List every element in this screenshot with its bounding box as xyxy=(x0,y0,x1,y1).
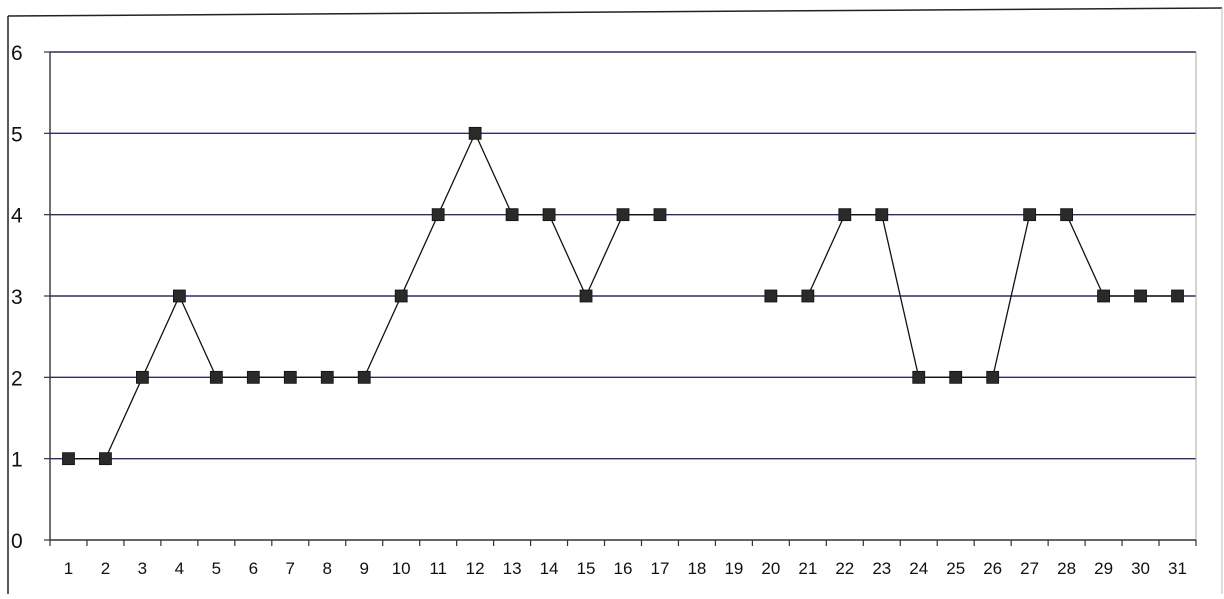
x-tick-label: 22 xyxy=(835,559,854,578)
x-tick-label: 2 xyxy=(101,559,110,578)
data-point-marker xyxy=(357,370,371,384)
x-tick-labels: 1 2 3 4 5 6 7 8 9 10 11 12 13 14 15 16 17 18 19 20 21 22 23 24 2… xyxy=(64,559,1187,578)
y-tick-labels: 0 1 2 3 4 5 6 xyxy=(11,42,23,553)
x-tick-label: 6 xyxy=(249,559,258,578)
chart-border xyxy=(7,7,1223,594)
series-segment xyxy=(881,214,920,378)
data-point-marker xyxy=(1134,289,1147,303)
y-tick-label: 0 xyxy=(11,530,23,553)
x-tick-label: 3 xyxy=(138,559,147,578)
data-point-marker xyxy=(801,289,815,303)
data-point-marker xyxy=(62,452,75,466)
series-segment xyxy=(363,295,402,378)
data-point-marker xyxy=(542,208,556,222)
series-segment xyxy=(548,214,587,297)
y-tick-label: 1 xyxy=(11,449,23,472)
x-tick-label: 13 xyxy=(503,559,522,578)
gridlines xyxy=(50,51,1197,540)
series-segment xyxy=(104,377,144,459)
x-tick-label: 29 xyxy=(1094,559,1113,578)
x-tick-label: 10 xyxy=(392,559,411,578)
x-tick-label: 5 xyxy=(212,559,221,578)
data-point-marker xyxy=(172,289,186,303)
x-tick-label: 7 xyxy=(286,559,295,578)
data-point-marker xyxy=(209,370,223,384)
x-tick-label: 18 xyxy=(687,559,706,578)
data-point-marker xyxy=(431,208,445,222)
series-segment xyxy=(400,214,439,297)
x-tick-label: 1 xyxy=(64,559,73,578)
series-segment xyxy=(437,133,476,215)
x-tick-label: 9 xyxy=(359,559,368,578)
data-point-marker xyxy=(1097,289,1110,303)
frame-top-edge xyxy=(7,7,1223,17)
x-tick-label: 16 xyxy=(614,559,633,578)
data-point-marker xyxy=(875,208,889,222)
x-tick-label: 11 xyxy=(429,559,447,578)
y-tick-label: 2 xyxy=(11,367,23,390)
x-tick-label: 21 xyxy=(798,559,817,578)
x-tick-label: 24 xyxy=(909,559,928,578)
data-point-marker xyxy=(1171,289,1184,303)
series-segment xyxy=(141,295,180,378)
y-tick-label: 5 xyxy=(11,123,23,146)
data-point-marker xyxy=(283,370,297,384)
x-tick-label: 25 xyxy=(946,559,965,578)
data-point-marker xyxy=(468,126,482,140)
x-tick-label: 19 xyxy=(724,559,743,578)
series-segment xyxy=(474,133,513,215)
series-segment xyxy=(178,295,217,378)
data-point-marker xyxy=(579,289,593,303)
axes xyxy=(44,51,1197,546)
data-point-marker xyxy=(99,452,112,466)
series-segment xyxy=(992,214,1031,378)
data-point-marker xyxy=(912,370,926,384)
data-point-marker xyxy=(838,208,852,222)
y-tick-label: 3 xyxy=(11,286,23,309)
data-point-marker xyxy=(616,208,630,222)
series-segment xyxy=(585,214,624,297)
data-point-marker xyxy=(949,370,963,384)
x-tick-label: 4 xyxy=(175,559,184,578)
y-tick-label: 4 xyxy=(11,205,23,228)
y-tick-label: 6 xyxy=(11,42,23,65)
series-markers xyxy=(62,126,1184,466)
x-tick-label: 27 xyxy=(1020,559,1039,578)
x-tick-label: 20 xyxy=(761,559,780,578)
series-segment xyxy=(1066,214,1105,297)
x-tick-label: 14 xyxy=(540,559,559,578)
data-point-marker xyxy=(653,208,667,222)
x-tick-label: 15 xyxy=(577,559,596,578)
x-tick-label: 28 xyxy=(1057,559,1076,578)
x-tick-label: 31 xyxy=(1168,559,1187,578)
x-tick-label: 17 xyxy=(651,559,670,578)
data-point-marker xyxy=(986,370,1000,384)
data-point-marker xyxy=(246,370,260,384)
data-point-marker xyxy=(764,289,778,303)
series-segment xyxy=(807,214,846,297)
x-tick-label: 30 xyxy=(1131,559,1150,578)
x-tick-label: 26 xyxy=(983,559,1002,578)
data-point-marker xyxy=(394,289,408,303)
data-point-marker xyxy=(1023,208,1037,222)
data-point-marker xyxy=(320,370,334,384)
x-tick-label: 12 xyxy=(466,559,485,578)
data-point-marker xyxy=(505,208,519,222)
x-tick-label: 8 xyxy=(323,559,332,578)
data-point-marker xyxy=(1060,208,1074,222)
data-point-marker xyxy=(136,370,149,384)
x-tick-label: 23 xyxy=(872,559,891,578)
